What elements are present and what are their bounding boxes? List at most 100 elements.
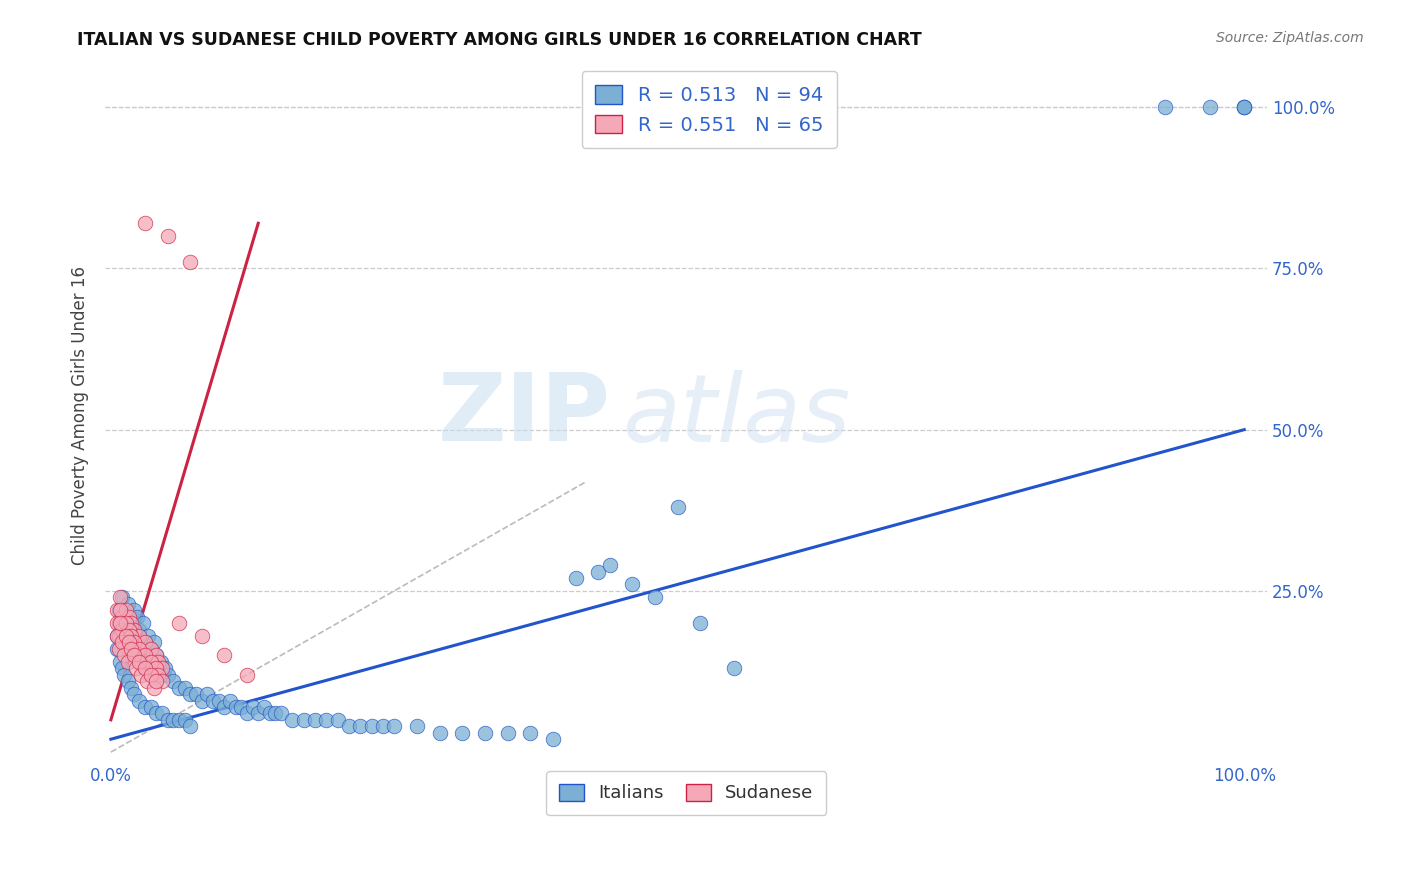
- Point: [1199, 100, 1222, 114]
- Point: [212, 700, 235, 714]
- Point: [190, 693, 212, 707]
- Point: [108, 616, 131, 631]
- Point: [128, 641, 150, 656]
- Point: [225, 700, 247, 714]
- Point: [120, 616, 142, 631]
- Point: [315, 713, 337, 727]
- Point: [114, 603, 136, 617]
- Point: [219, 693, 242, 707]
- Point: [108, 603, 131, 617]
- Point: [125, 648, 148, 663]
- Point: [689, 616, 711, 631]
- Point: [108, 591, 131, 605]
- Point: [337, 719, 360, 733]
- Point: [190, 629, 212, 643]
- Point: [122, 635, 145, 649]
- Point: [723, 661, 745, 675]
- Point: [304, 713, 326, 727]
- Point: [167, 616, 190, 631]
- Point: [134, 635, 156, 649]
- Y-axis label: Child Poverty Among Girls Under 16: Child Poverty Among Girls Under 16: [72, 266, 89, 565]
- Point: [114, 648, 136, 663]
- Point: [122, 687, 145, 701]
- Point: [108, 629, 131, 643]
- Point: [117, 629, 139, 643]
- Point: [125, 635, 148, 649]
- Point: [156, 229, 179, 244]
- Point: [108, 655, 131, 669]
- Point: [152, 667, 174, 681]
- Point: [1233, 100, 1256, 114]
- Point: [131, 655, 153, 669]
- Point: [1233, 100, 1256, 114]
- Point: [195, 687, 218, 701]
- Point: [496, 725, 519, 739]
- Point: [292, 713, 315, 727]
- Point: [111, 661, 134, 675]
- Point: [114, 629, 136, 643]
- Point: [139, 641, 162, 656]
- Point: [128, 629, 150, 643]
- Point: [184, 687, 207, 701]
- Point: [125, 661, 148, 675]
- Point: [118, 623, 141, 637]
- Point: [148, 661, 170, 675]
- Point: [145, 648, 167, 663]
- Point: [122, 623, 145, 637]
- Point: [150, 706, 173, 721]
- Point: [114, 616, 136, 631]
- Point: [142, 635, 165, 649]
- Point: [134, 661, 156, 675]
- Point: [114, 635, 136, 649]
- Point: [105, 629, 128, 643]
- Point: [149, 655, 172, 669]
- Point: [128, 623, 150, 637]
- Point: [120, 616, 142, 631]
- Point: [281, 713, 304, 727]
- Point: [134, 700, 156, 714]
- Point: [179, 255, 201, 269]
- Point: [117, 597, 139, 611]
- Point: [131, 641, 153, 656]
- Point: [134, 648, 156, 663]
- Point: [326, 713, 349, 727]
- Point: [128, 693, 150, 707]
- Point: [114, 667, 136, 681]
- Point: [122, 648, 145, 663]
- Point: [406, 719, 429, 733]
- Point: [111, 609, 134, 624]
- Point: [666, 500, 689, 514]
- Point: [242, 700, 264, 714]
- Point: [120, 629, 142, 643]
- Point: [105, 629, 128, 643]
- Point: [519, 725, 541, 739]
- Point: [114, 609, 136, 624]
- Point: [371, 719, 394, 733]
- Point: [105, 641, 128, 656]
- Point: [162, 713, 184, 727]
- Point: [108, 603, 131, 617]
- Point: [644, 591, 666, 605]
- Point: [201, 693, 224, 707]
- Point: [451, 725, 474, 739]
- Point: [114, 623, 136, 637]
- Point: [156, 713, 179, 727]
- Point: [136, 629, 159, 643]
- Point: [131, 616, 153, 631]
- Point: [139, 641, 162, 656]
- Point: [117, 674, 139, 689]
- Point: [120, 681, 142, 695]
- Point: [621, 577, 644, 591]
- Point: [142, 667, 165, 681]
- Point: [564, 571, 586, 585]
- Point: [155, 661, 177, 675]
- Point: [142, 681, 165, 695]
- Point: [586, 565, 609, 579]
- Point: [259, 706, 281, 721]
- Point: [136, 648, 159, 663]
- Point: [118, 635, 141, 649]
- Point: [136, 661, 159, 675]
- Point: [111, 623, 134, 637]
- Point: [145, 706, 167, 721]
- Point: [139, 655, 162, 669]
